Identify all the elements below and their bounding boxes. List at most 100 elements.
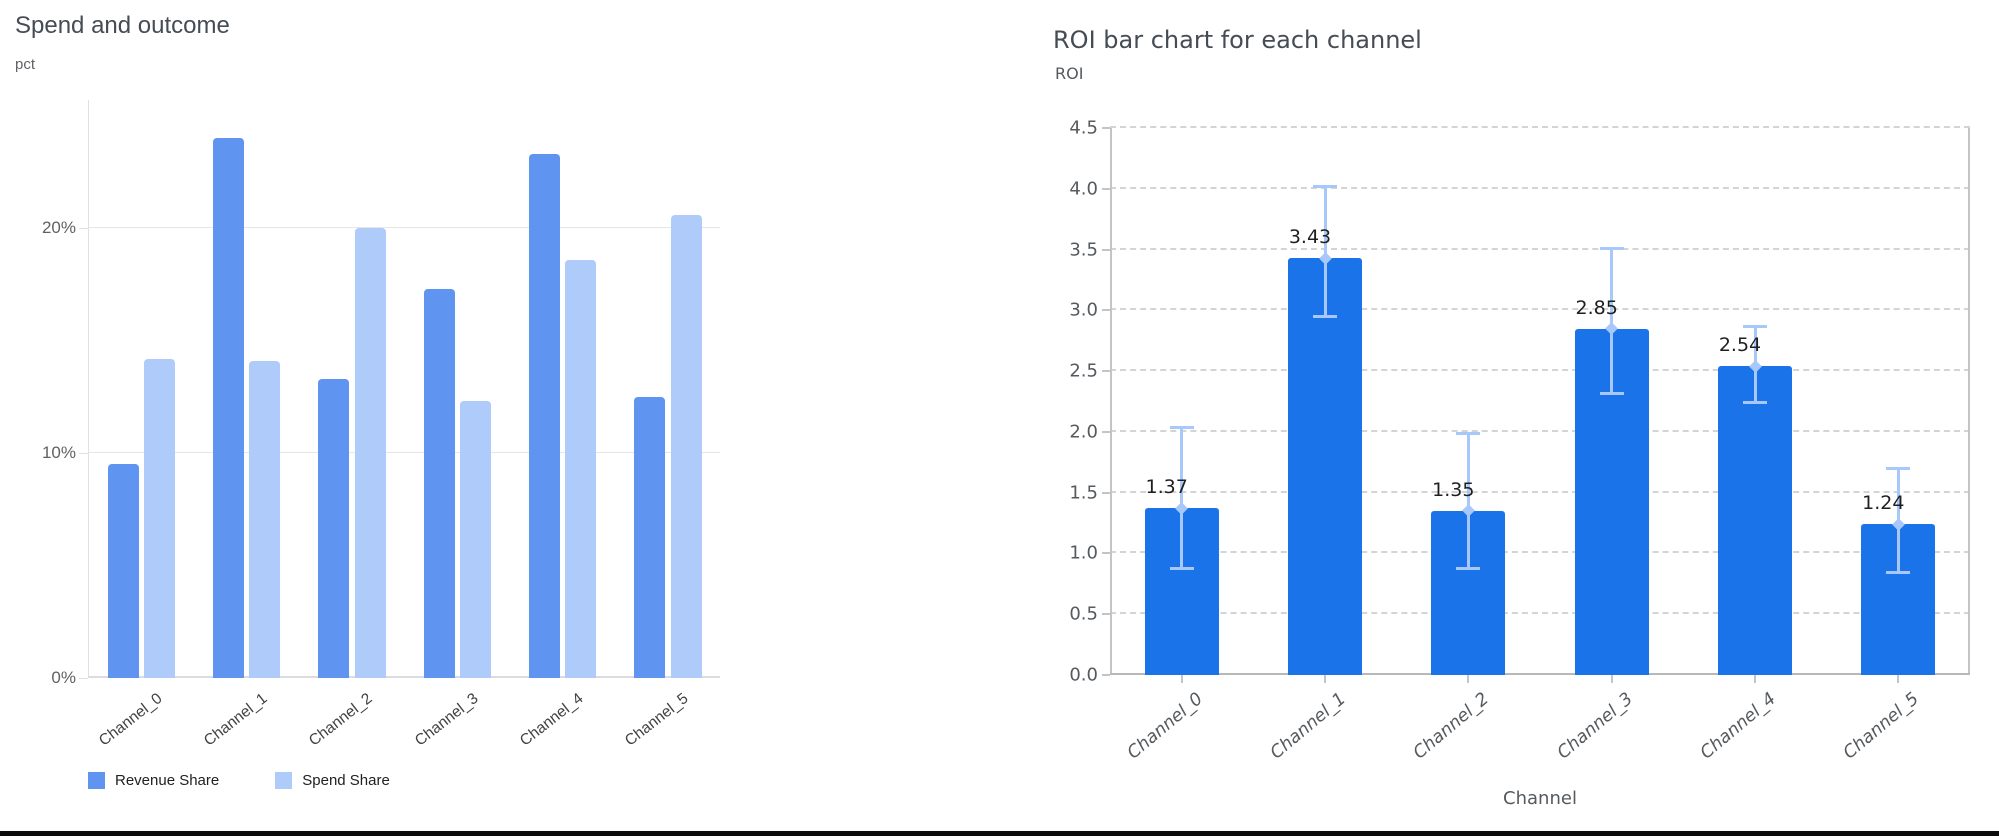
- error-bar-top-cap: [1599, 246, 1624, 250]
- legend-swatch: [88, 772, 105, 789]
- y-tick-mark: [1102, 674, 1110, 676]
- right-border-line: [1968, 128, 1970, 675]
- y-tick-label: 2.5: [1069, 360, 1098, 382]
- bar-channel_2-revenue-share: [318, 378, 350, 678]
- bar-channel_5-revenue-share: [634, 396, 666, 678]
- bar-value-label: 2.54: [1718, 334, 1762, 357]
- bar-channel_0-revenue-share: [107, 464, 139, 678]
- error-bar-top-cap: [1886, 466, 1911, 470]
- x-tick-label: Channel_0: [1123, 689, 1207, 764]
- y-tick-mark: [1102, 613, 1110, 616]
- y-tick-label: 2.0: [1069, 421, 1098, 443]
- error-bar-top-cap: [1313, 184, 1337, 188]
- bar-value-label: 1.37: [1145, 476, 1188, 499]
- x-tick-label: Channel_2: [1410, 689, 1494, 764]
- bar-value-label: 1.35: [1432, 478, 1475, 501]
- error-bar-bottom-cap: [1743, 401, 1767, 405]
- x-tick-label: Channel_5: [1840, 689, 1924, 764]
- x-tick-mark: [1897, 675, 1900, 683]
- bar-value-label: 2.85: [1575, 296, 1618, 319]
- spend-outcome-legend: Revenue Share Spend Share: [88, 772, 390, 789]
- x-tick-label: Channel_1: [200, 690, 271, 750]
- y-tick-mark: [1102, 491, 1110, 494]
- error-bar-top-cap: [1456, 431, 1481, 435]
- y-tick-label: 4.0: [1069, 178, 1098, 200]
- y-tick-mark: [1102, 370, 1110, 373]
- legend-swatch: [275, 772, 293, 789]
- y-tick-label: 20%: [41, 218, 76, 237]
- legend-label: Revenue Share: [115, 772, 220, 789]
- gridline: [88, 452, 720, 453]
- gridline: [1110, 186, 1970, 189]
- error-bar-bottom-cap: [1169, 566, 1194, 570]
- x-tick-mark: [1180, 675, 1183, 683]
- y-tick-mark: [1102, 430, 1110, 433]
- bar-channel_4-spend-share: [565, 259, 597, 678]
- x-tick-mark: [1754, 675, 1756, 683]
- legend-item-revenue-share: Revenue Share: [88, 772, 219, 789]
- gridline: [1110, 612, 1970, 615]
- error-bar-bottom-cap: [1886, 571, 1911, 575]
- x-tick-label: Channel_5: [622, 690, 692, 750]
- y-tick-label: 10%: [41, 443, 76, 462]
- y-tick-mark: [1102, 127, 1110, 129]
- y-tick-label: 3.0: [1069, 299, 1098, 321]
- spend-outcome-plot-area: [88, 100, 720, 678]
- y-tick-mark: [1102, 187, 1110, 190]
- error-bar: [1466, 433, 1470, 569]
- y-tick-label: 4.5: [1069, 117, 1098, 139]
- y-tick-mark: [1102, 248, 1110, 251]
- gridline: [1110, 429, 1970, 432]
- x-tick-label: Channel_4: [516, 690, 587, 750]
- bar-channel_5-spend-share: [670, 214, 702, 678]
- bar-value-label: 3.43: [1288, 226, 1332, 249]
- y-axis-line: [1110, 128, 1112, 675]
- error-bar: [1610, 248, 1614, 393]
- y-tick-label: 3.5: [1069, 239, 1098, 261]
- x-tick-mark: [1467, 675, 1470, 683]
- spend-outcome-y-axis-label: pct: [15, 56, 36, 73]
- y-tick-label: 1.5: [1069, 482, 1098, 504]
- bar-channel_3-revenue-share: [423, 288, 455, 678]
- bar-channel_1-spend-share: [249, 360, 281, 678]
- x-tick-mark: [1610, 675, 1613, 683]
- x-tick-label: Channel_1: [1266, 689, 1350, 764]
- error-bar-bottom-cap: [1313, 314, 1337, 318]
- page-bottom-divider: [0, 831, 1999, 836]
- x-tick-label: Channel_3: [411, 690, 482, 750]
- roi-y-axis-label: ROI: [1055, 64, 1084, 83]
- gridline: [1110, 490, 1970, 493]
- gridline: [1110, 369, 1970, 372]
- error-bar-top-cap: [1169, 425, 1194, 429]
- error-bar-bottom-cap: [1456, 566, 1481, 570]
- roi-x-axis-label: Channel: [1503, 788, 1577, 809]
- bar-channel_1: [1288, 258, 1362, 675]
- y-tick-label: 1.0: [1069, 542, 1098, 564]
- bar-channel_2-spend-share: [354, 228, 386, 678]
- gridline: [88, 227, 720, 228]
- x-tick-label: Channel_0: [95, 690, 166, 750]
- gridline: [1110, 551, 1970, 554]
- roi-plot-area: 1.37 3.43 1.35 2.85 2.54 1.24: [1110, 126, 1970, 675]
- bar-channel_4: [1718, 366, 1792, 675]
- x-tick-mark: [1324, 675, 1326, 683]
- x-tick-label: Channel_2: [306, 690, 376, 750]
- bar-channel_0-spend-share: [144, 358, 175, 678]
- y-tick-label: 0%: [51, 668, 76, 687]
- y-tick-mark: [79, 228, 88, 229]
- y-tick-mark: [1102, 309, 1110, 312]
- y-tick-label: 0.5: [1069, 603, 1098, 625]
- error-bar-bottom-cap: [1599, 391, 1624, 395]
- error-bar-top-cap: [1743, 324, 1767, 328]
- gridline: [1110, 126, 1970, 128]
- gridline: [1110, 308, 1970, 311]
- error-bar: [1180, 427, 1184, 569]
- y-tick-label: 0.0: [1069, 664, 1098, 686]
- x-axis-line: [1110, 673, 1970, 675]
- bar-channel_4-revenue-share: [528, 153, 560, 678]
- legend-item-spend-share: Spend Share: [275, 772, 390, 789]
- error-bar: [1323, 186, 1327, 317]
- bar-channel_3-spend-share: [460, 401, 491, 678]
- roi-chart-title: ROI bar chart for each channel: [1053, 26, 1422, 54]
